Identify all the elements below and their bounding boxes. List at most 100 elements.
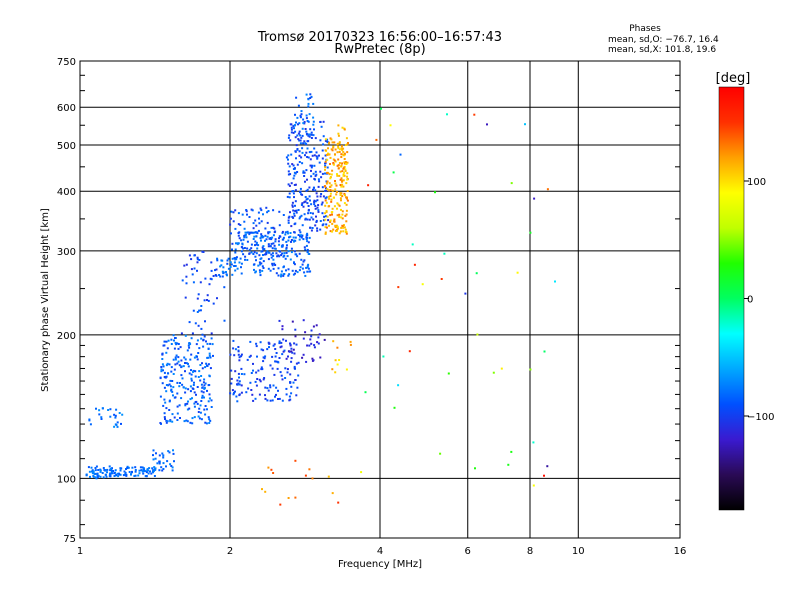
data-point [262, 360, 265, 363]
data-point [208, 422, 211, 424]
data-point [204, 366, 207, 369]
data-point [192, 309, 195, 312]
data-point [204, 320, 206, 323]
data-point [219, 265, 222, 268]
data-point [187, 362, 189, 365]
data-point [296, 386, 299, 389]
data-point [325, 210, 328, 213]
data-point [340, 147, 343, 150]
data-point [290, 350, 293, 353]
data-point [240, 272, 243, 275]
data-point [309, 97, 312, 99]
data-point [260, 262, 263, 265]
data-point [261, 246, 264, 249]
data-point [269, 384, 272, 387]
data-point [184, 370, 186, 373]
data-point [292, 236, 295, 239]
data-point [234, 227, 237, 230]
data-point [252, 253, 255, 255]
data-point [262, 254, 264, 256]
data-point [309, 199, 311, 202]
data-point [159, 422, 162, 424]
data-point [343, 161, 346, 164]
data-point [322, 223, 325, 226]
data-point [201, 396, 204, 399]
data-point [510, 450, 513, 453]
data-point [306, 188, 309, 191]
data-point [314, 224, 317, 227]
data-point [191, 417, 194, 420]
y-tick-label: 500 [57, 141, 76, 152]
data-point [163, 376, 166, 378]
data-point [203, 387, 206, 390]
data-point [321, 186, 324, 189]
data-point [92, 475, 95, 478]
data-point [303, 271, 306, 274]
data-point [186, 408, 189, 411]
data-point [292, 177, 295, 180]
data-point [234, 348, 237, 351]
data-point [295, 211, 298, 214]
data-point [254, 255, 257, 258]
data-point [318, 180, 321, 183]
data-point [238, 393, 241, 396]
data-point [308, 151, 311, 154]
data-point [197, 376, 200, 378]
data-point [248, 231, 251, 234]
data-point [165, 407, 168, 410]
x-axis-label: Frequency [MHz] [338, 559, 422, 570]
data-point [171, 380, 174, 382]
data-point [153, 475, 156, 477]
data-point [300, 113, 303, 116]
data-point [323, 215, 326, 218]
data-point [121, 413, 124, 416]
data-point [199, 379, 202, 382]
data-point [201, 386, 204, 389]
data-point [274, 348, 277, 350]
data-point [301, 204, 303, 206]
data-point [341, 170, 344, 173]
data-point [100, 418, 103, 420]
data-point [240, 373, 243, 375]
data-point [289, 258, 292, 261]
data-point [208, 397, 211, 400]
data-point [293, 342, 296, 345]
data-point [253, 263, 256, 266]
data-point [294, 236, 297, 239]
data-point [278, 243, 281, 246]
data-point [439, 452, 442, 455]
data-point [306, 197, 309, 200]
data-point [342, 167, 345, 170]
data-point [199, 309, 202, 312]
data-point [134, 466, 137, 469]
data-point [170, 465, 173, 467]
data-point [310, 329, 313, 332]
data-point [161, 469, 164, 472]
data-point [271, 367, 274, 370]
data-point [317, 185, 320, 188]
data-point [200, 383, 203, 386]
data-point [324, 199, 327, 202]
data-point [337, 124, 340, 127]
data-point [343, 224, 345, 227]
data-point [227, 257, 230, 260]
data-point [332, 228, 335, 231]
data-point [258, 254, 261, 257]
data-point [124, 471, 127, 474]
data-point [345, 368, 348, 371]
data-point [96, 474, 99, 477]
data-point [280, 374, 283, 377]
data-point [315, 192, 318, 195]
data-point [302, 142, 305, 145]
data-point [257, 244, 260, 247]
data-point [393, 406, 396, 409]
data-point [160, 466, 163, 469]
data-point [158, 469, 161, 472]
data-point [319, 195, 322, 198]
data-point [304, 200, 307, 203]
data-point [165, 419, 168, 422]
data-point [264, 386, 267, 389]
data-point [292, 273, 295, 276]
data-point [280, 345, 283, 348]
